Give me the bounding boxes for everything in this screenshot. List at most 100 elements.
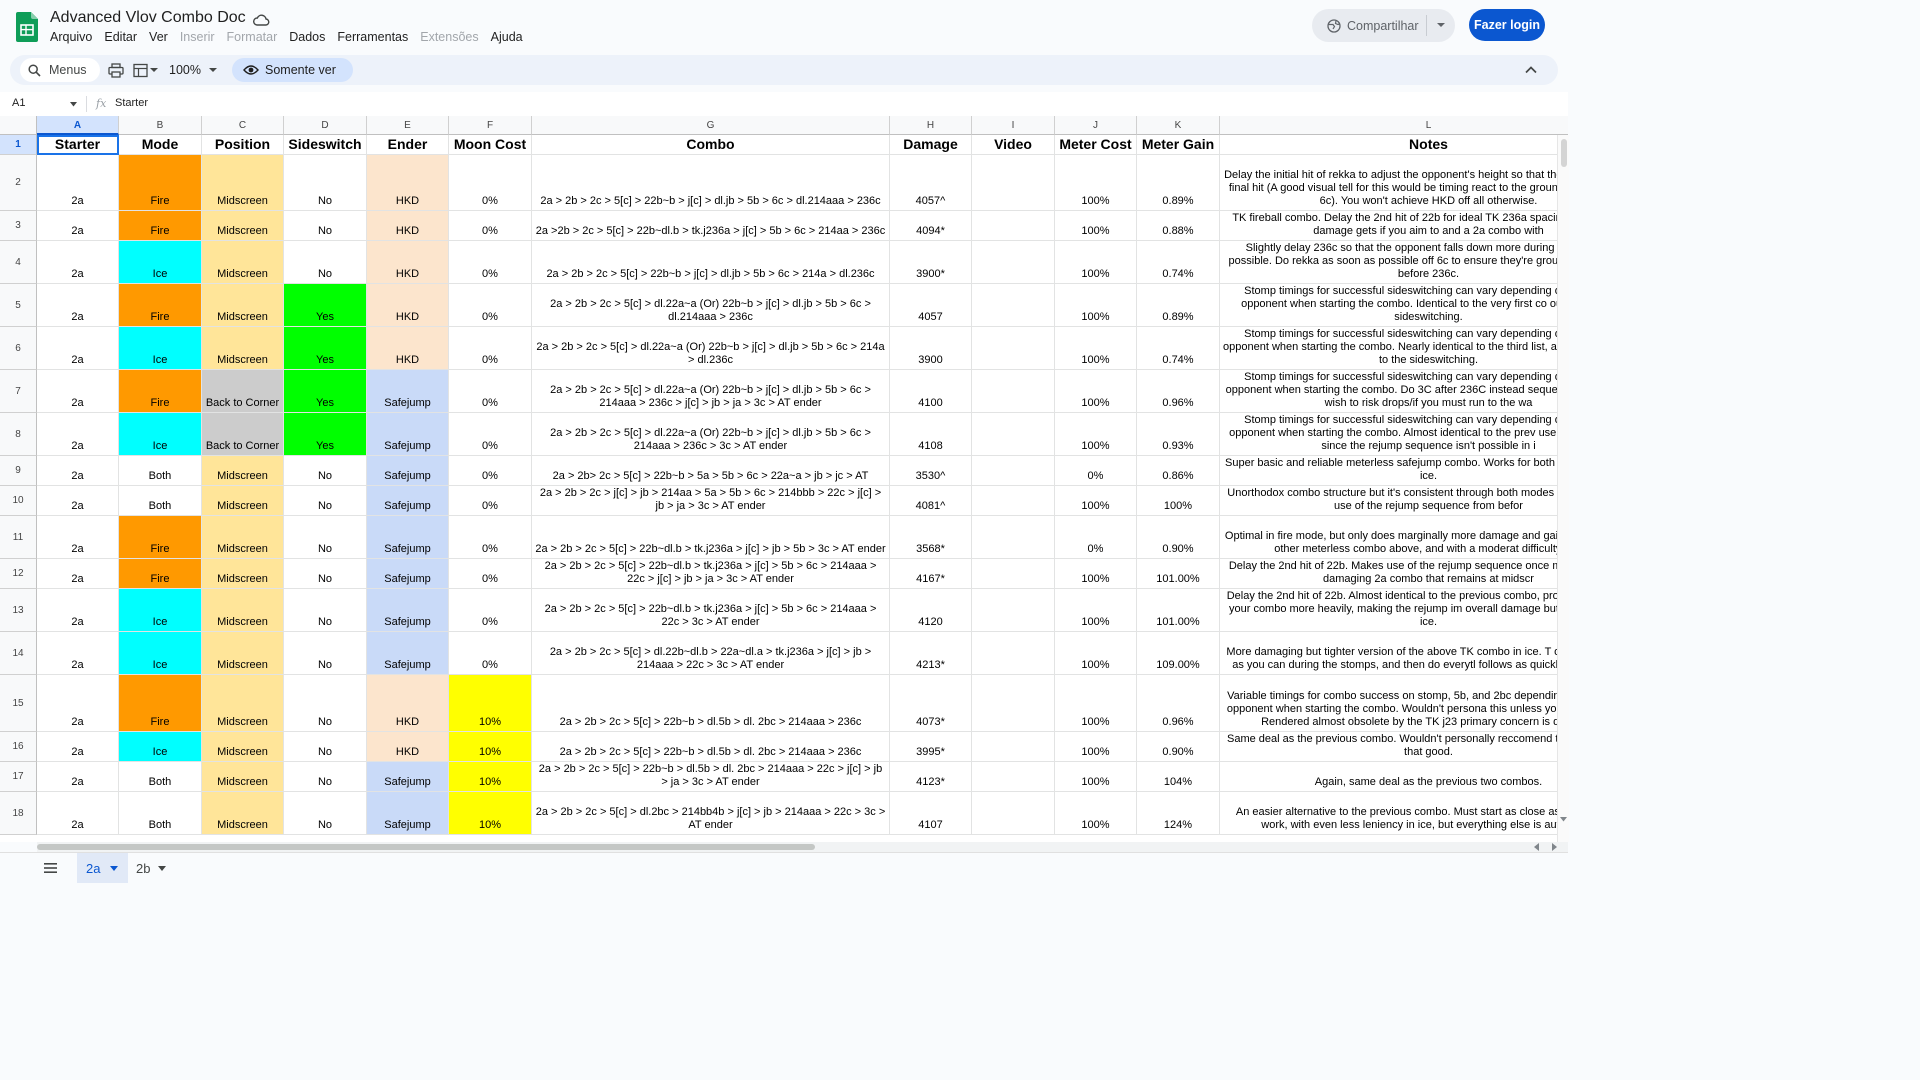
cell-meter-cost[interactable]: 100% [1055, 211, 1137, 241]
cell-starter[interactable]: 2a [37, 413, 119, 456]
cell-position[interactable]: Midscreen [202, 559, 284, 589]
cell-damage[interactable]: 4073* [890, 675, 972, 732]
cell-meter-cost[interactable]: 100% [1055, 792, 1137, 835]
row-header-9[interactable]: 9 [0, 456, 37, 486]
cell-sideswitch[interactable]: No [284, 559, 367, 589]
cell-sideswitch[interactable]: No [284, 516, 367, 559]
cell-starter[interactable]: 2a [37, 211, 119, 241]
cell-position[interactable]: Midscreen [202, 327, 284, 370]
cell-notes[interactable]: Stomp timings for successful sideswitchi… [1220, 413, 1568, 456]
cell-damage[interactable]: 4167* [890, 559, 972, 589]
column-header-f[interactable]: F [449, 116, 532, 135]
cell-mode[interactable]: Fire [119, 516, 202, 559]
cell-video[interactable] [972, 632, 1055, 675]
cell-position[interactable]: Back to Corner [202, 413, 284, 456]
zoom-select[interactable]: 100% [169, 63, 201, 77]
cell-video[interactable] [972, 370, 1055, 413]
cell-mode[interactable]: Both [119, 762, 202, 792]
row-header-8[interactable]: 8 [0, 413, 37, 456]
cell-mode[interactable]: Fire [119, 370, 202, 413]
cell-combo[interactable]: 2a > 2b > 2c > 5[c] > 22b~b > dl.5b > dl… [532, 732, 890, 762]
cell-moon-cost[interactable]: 0% [449, 211, 532, 241]
cell-combo[interactable]: 2a > 2b > 2c > 5[c] > 22b~b > dl.5b > dl… [532, 762, 890, 792]
cell-notes[interactable]: Delay the 2nd hit of 22b. Makes use of t… [1220, 559, 1568, 589]
cell-starter[interactable]: 2a [37, 516, 119, 559]
cell-mode[interactable]: Fire [119, 155, 202, 211]
column-header-l[interactable]: L [1220, 116, 1568, 135]
cell-meter-cost[interactable]: 100% [1055, 155, 1137, 211]
print-icon[interactable] [108, 63, 124, 78]
cell-damage[interactable]: 3995* [890, 732, 972, 762]
menu-editar[interactable]: Editar [104, 30, 138, 44]
cell-meter-cost[interactable]: 100% [1055, 241, 1137, 284]
paint-format-icon[interactable] [133, 63, 148, 78]
cell-damage[interactable]: 3568* [890, 516, 972, 559]
cell-position[interactable]: Back to Corner [202, 370, 284, 413]
cell-ender[interactable]: Safejump [367, 632, 449, 675]
horizontal-scrollbar[interactable] [37, 842, 1568, 852]
cell-starter[interactable]: 2a [37, 675, 119, 732]
menu-icon[interactable] [44, 863, 57, 873]
cell-position[interactable]: Midscreen [202, 792, 284, 835]
cell-combo[interactable]: 2a > 2b> 2c > 5[c] > 22b~b > 5a > 5b > 6… [532, 456, 890, 486]
name-box-dropdown-icon[interactable] [70, 102, 77, 107]
cell-notes[interactable]: Stomp timings for successful sideswitchi… [1220, 370, 1568, 413]
cell-mode[interactable]: Both [119, 456, 202, 486]
cell-ender[interactable]: HKD [367, 241, 449, 284]
cell-meter-gain[interactable]: 0.90% [1137, 732, 1220, 762]
cell-meter-gain[interactable]: 0.86% [1137, 456, 1220, 486]
cell-notes[interactable]: An easier alternative to the previous co… [1220, 792, 1568, 835]
cell-notes[interactable]: Stomp timings for successful sideswitchi… [1220, 284, 1568, 327]
column-header-c[interactable]: C [202, 116, 284, 135]
cell-sideswitch[interactable]: No [284, 155, 367, 211]
cell-notes[interactable]: Delay the 2nd hit of 22b. Almost identic… [1220, 589, 1568, 632]
cell-ender[interactable]: Safejump [367, 413, 449, 456]
cell-damage[interactable]: 4057^ [890, 155, 972, 211]
cell-moon-cost[interactable]: 0% [449, 632, 532, 675]
cell-meter-cost[interactable]: 100% [1055, 370, 1137, 413]
cell-notes[interactable]: Optimal in fire mode, but only does marg… [1220, 516, 1568, 559]
header-cell-moon-cost[interactable]: Moon Cost [449, 135, 532, 155]
cell-combo[interactable]: 2a > 2b > 2c > 5[c] > 22b~dl.b > tk.j236… [532, 589, 890, 632]
cell-damage[interactable]: 4094* [890, 211, 972, 241]
cell-video[interactable] [972, 456, 1055, 486]
header-cell-starter[interactable]: Starter [37, 135, 119, 155]
cell-notes[interactable]: Again, same deal as the previous two com… [1220, 762, 1568, 792]
cell-moon-cost[interactable]: 0% [449, 486, 532, 516]
cell-moon-cost[interactable]: 0% [449, 284, 532, 327]
cell-starter[interactable]: 2a [37, 155, 119, 211]
cell-meter-cost[interactable]: 100% [1055, 413, 1137, 456]
cell-moon-cost[interactable]: 0% [449, 559, 532, 589]
cell-starter[interactable]: 2a [37, 241, 119, 284]
cell-position[interactable]: Midscreen [202, 284, 284, 327]
cell-meter-gain[interactable]: 0.89% [1137, 284, 1220, 327]
cell-combo[interactable]: 2a > 2b > 2c > 5[c] > dl.22a~a (Or) 22b~… [532, 284, 890, 327]
cell-ender[interactable]: Safejump [367, 516, 449, 559]
cell-ender[interactable]: HKD [367, 675, 449, 732]
cell-ender[interactable]: HKD [367, 327, 449, 370]
cell-starter[interactable]: 2a [37, 792, 119, 835]
menu-ver[interactable]: Ver [149, 30, 168, 44]
cell-video[interactable] [972, 559, 1055, 589]
cell-mode[interactable]: Fire [119, 211, 202, 241]
header-cell-notes[interactable]: Notes [1220, 135, 1568, 155]
cell-sideswitch[interactable]: No [284, 675, 367, 732]
column-header-i[interactable]: I [972, 116, 1055, 135]
scroll-left-icon[interactable] [1534, 843, 1540, 851]
cell-mode[interactable]: Both [119, 792, 202, 835]
cell-meter-cost[interactable]: 100% [1055, 327, 1137, 370]
cell-mode[interactable]: Fire [119, 675, 202, 732]
header-cell-meter-gain[interactable]: Meter Gain [1137, 135, 1220, 155]
cell-meter-gain[interactable]: 0.96% [1137, 675, 1220, 732]
sheet-tab-2b[interactable]: 2b [128, 853, 174, 883]
cell-ender[interactable]: HKD [367, 284, 449, 327]
row-header-4[interactable]: 4 [0, 241, 37, 284]
sheet-tab-2a[interactable]: 2a [77, 853, 128, 883]
cell-damage[interactable]: 4120 [890, 589, 972, 632]
cell-notes[interactable]: TK fireball combo. Delay the 2nd hit of … [1220, 211, 1568, 241]
cell-sideswitch[interactable]: Yes [284, 413, 367, 456]
cell-starter[interactable]: 2a [37, 632, 119, 675]
share-dropdown-icon[interactable] [1435, 18, 1447, 32]
cell-damage[interactable]: 4057 [890, 284, 972, 327]
document-title[interactable]: Advanced Vlov Combo Doc [50, 9, 246, 26]
